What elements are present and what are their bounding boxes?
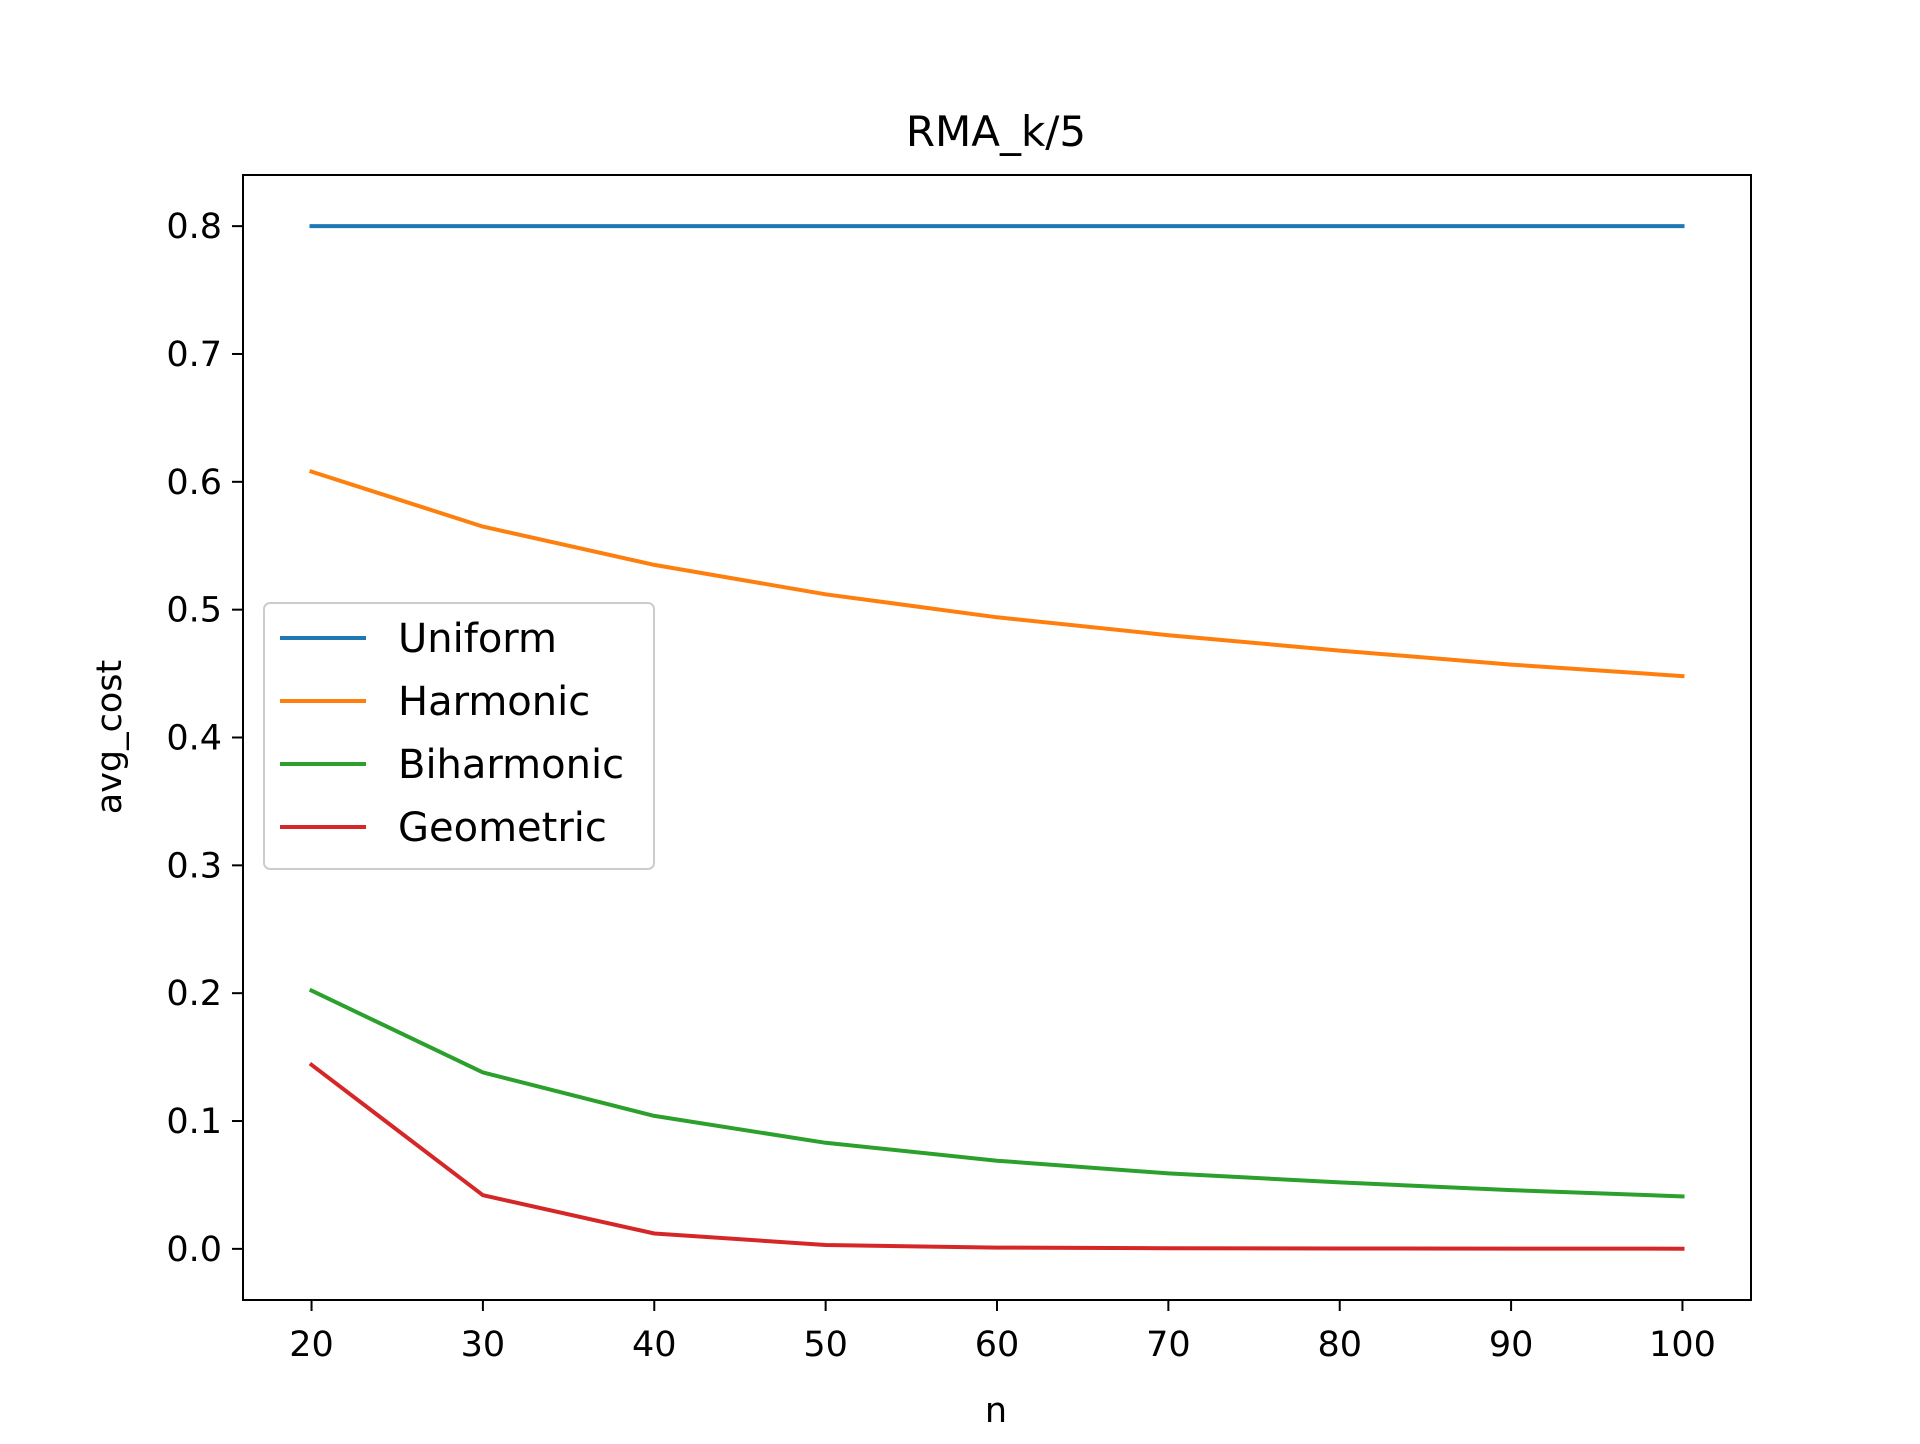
x-tick-label: 80 — [1317, 1325, 1362, 1365]
x-tick-label: 90 — [1489, 1325, 1534, 1365]
legend-box — [263, 602, 655, 870]
y-tick-label: 0.4 — [166, 719, 222, 759]
y-axis-label: avg_cost — [90, 660, 130, 815]
legend-label-harmonic: Harmonic — [398, 679, 590, 725]
y-tick-label: 0.7 — [166, 335, 222, 375]
y-tick-label: 0.6 — [166, 463, 222, 503]
series-line-harmonic — [308, 469, 1685, 679]
x-tick-label: 60 — [975, 1325, 1020, 1365]
x-tick-label: 20 — [289, 1325, 334, 1365]
y-axis: 0.0 0.1 0.2 0.3 0.4 0.5 0.6 0.7 0.8 — [166, 207, 243, 1270]
series-layer — [308, 224, 1685, 1251]
x-tick-label: 50 — [803, 1325, 848, 1365]
series-line-biharmonic — [308, 987, 1685, 1199]
legend: Uniform Harmonic Biharmonic Geometric — [263, 602, 655, 870]
y-tick-label: 0.2 — [166, 974, 222, 1014]
x-tick-label: 30 — [461, 1325, 506, 1365]
y-tick-label: 0.1 — [166, 1102, 222, 1142]
chart-title: RMA_k/5 — [906, 107, 1086, 156]
x-axis-label: n — [985, 1391, 1007, 1431]
y-tick-label: 0.5 — [166, 591, 222, 631]
x-axis: 20 30 40 50 60 70 80 90 100 — [289, 1300, 1716, 1365]
y-tick-label: 0.8 — [166, 207, 222, 247]
series-line-geometric — [308, 1061, 1685, 1251]
x-tick-label: 40 — [632, 1325, 677, 1365]
x-tick-label: 70 — [1146, 1325, 1191, 1365]
plot-area — [242, 174, 1752, 1301]
legend-label-biharmonic: Biharmonic — [398, 742, 624, 788]
y-tick-label: 0.3 — [166, 846, 222, 886]
legend-entries: Uniform Harmonic Biharmonic Geometric — [280, 616, 624, 851]
legend-label-geometric: Geometric — [398, 805, 607, 851]
x-tick-label: 100 — [1649, 1325, 1716, 1365]
y-tick-label: 0.0 — [166, 1230, 222, 1270]
legend-label-uniform: Uniform — [398, 616, 557, 662]
